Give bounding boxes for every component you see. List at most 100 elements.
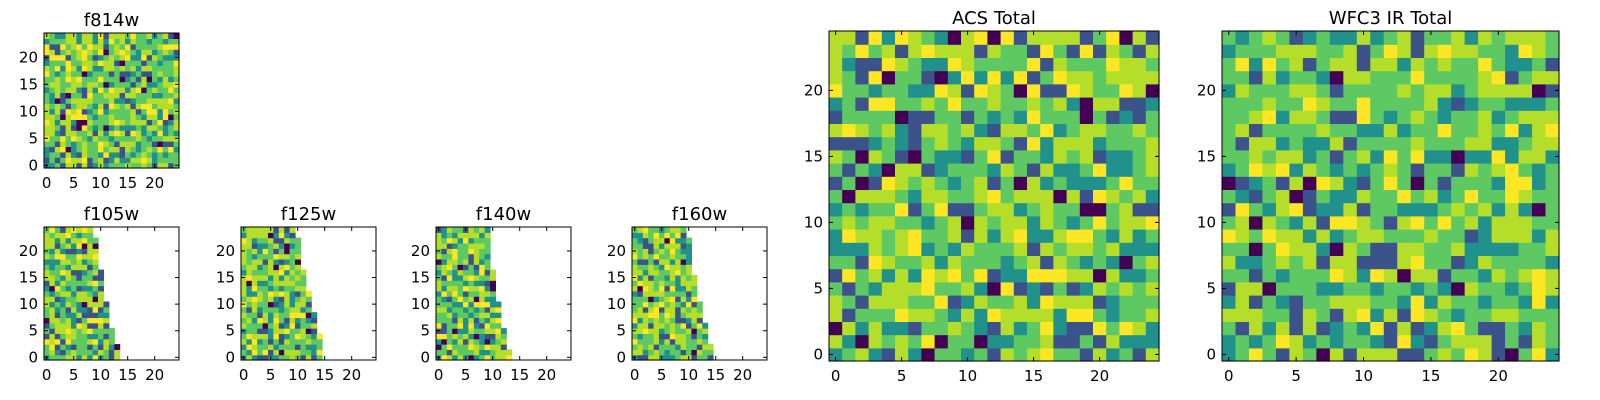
- heatmap-cell: [1027, 202, 1041, 217]
- heatmap-cell: [119, 54, 126, 61]
- heatmap-cell: [1040, 31, 1054, 45]
- heatmap-cell: [653, 354, 660, 361]
- heatmap-cell: [1053, 163, 1068, 177]
- heatmap-cell: [289, 333, 296, 340]
- heatmap-cell: [868, 163, 883, 177]
- heatmap-cell: [141, 130, 148, 137]
- heatmap-cell: [1518, 202, 1533, 217]
- heatmap-cell: [257, 322, 264, 329]
- heatmap-cell: [251, 354, 258, 361]
- heatmap-cell: [284, 301, 291, 308]
- heatmap-cell: [54, 54, 61, 61]
- heatmap-cell: [119, 124, 126, 131]
- heatmap-cell: [130, 76, 137, 83]
- heatmap-cell: [87, 76, 94, 83]
- heatmap-cell: [289, 264, 296, 271]
- heatmap-cell: [1132, 268, 1147, 283]
- heatmap-cell: [895, 268, 909, 283]
- heatmap-cell: [664, 237, 671, 244]
- heatmap-cell: [1106, 268, 1120, 283]
- heatmap-cell: [707, 344, 714, 350]
- heatmap-cell: [664, 280, 671, 287]
- heatmap-cell: [1145, 268, 1160, 283]
- heatmap-cell: [54, 296, 61, 303]
- heatmap-cell: [881, 176, 896, 190]
- heatmap-cell: [71, 54, 77, 61]
- heatmap-cell: [691, 317, 698, 324]
- heatmap-cell: [707, 349, 714, 356]
- heatmap-cell: [987, 123, 1002, 138]
- heatmap-cell: [65, 349, 72, 356]
- heatmap-cell: [1424, 268, 1439, 283]
- heatmap-cell: [1027, 70, 1041, 85]
- heatmap-cell: [103, 328, 110, 334]
- heatmap-cell: [1464, 215, 1479, 230]
- heatmap-cell: [125, 81, 131, 88]
- heatmap-cell: [1066, 44, 1081, 58]
- heatmap-cell: [268, 344, 274, 350]
- y-tick-label: 10: [19, 102, 38, 120]
- heatmap-cell: [987, 321, 1002, 336]
- heatmap-cell: [311, 354, 318, 361]
- heatmap-cell: [141, 108, 148, 115]
- heatmap-cell: [284, 269, 291, 276]
- heatmap-cell: [81, 135, 88, 142]
- panel-title: f140w: [476, 204, 531, 225]
- heatmap-cell: [1289, 215, 1304, 230]
- heatmap-cell: [463, 312, 469, 319]
- heatmap-cell: [146, 151, 153, 158]
- heatmap-cell: [1532, 110, 1547, 124]
- heatmap-cell: [168, 124, 175, 131]
- heatmap-cell: [908, 31, 922, 45]
- heatmap-cell: [1343, 176, 1358, 190]
- heatmap-cell: [895, 321, 909, 336]
- heatmap-cell: [311, 333, 318, 340]
- heatmap-cell: [284, 306, 291, 313]
- heatmap-cell: [157, 49, 164, 56]
- heatmap-cell: [135, 54, 142, 61]
- heatmap-cell: [300, 290, 307, 297]
- heatmap-cell: [135, 76, 142, 83]
- heatmap-cell: [1119, 189, 1134, 204]
- heatmap-cell: [173, 151, 180, 158]
- heatmap-cell: [87, 253, 94, 260]
- heatmap-cell: [1275, 83, 1290, 98]
- heatmap-cell: [484, 338, 491, 345]
- heatmap-cell: [1505, 189, 1520, 204]
- heatmap-cell: [54, 306, 61, 313]
- heatmap-cell: [1275, 281, 1290, 296]
- heatmap-cell: [1053, 123, 1068, 138]
- heatmap-cell: [669, 322, 676, 329]
- heatmap-cell: [1106, 70, 1120, 85]
- heatmap-cell: [60, 151, 67, 158]
- heatmap-cell: [141, 103, 148, 110]
- heatmap-cell: [452, 258, 459, 265]
- heatmap-cell: [65, 108, 72, 115]
- heatmap-cell: [669, 328, 676, 334]
- heatmap-cell: [642, 248, 649, 255]
- heatmap-cell: [1079, 176, 1094, 190]
- heatmap-cell: [479, 253, 486, 260]
- heatmap-cell: [1545, 44, 1560, 58]
- heatmap-cell: [1370, 321, 1385, 336]
- heatmap-cell: [1397, 255, 1412, 270]
- heatmap-cell: [1437, 321, 1452, 336]
- heatmap-cell: [1079, 83, 1094, 98]
- heatmap-cell: [273, 274, 280, 281]
- heatmap-cell: [479, 306, 486, 313]
- heatmap-cell: [1289, 281, 1304, 296]
- heatmap-cell: [44, 76, 50, 83]
- heatmap-cell: [81, 242, 88, 249]
- heatmap-cell: [669, 285, 676, 292]
- heatmap-cell: [1316, 295, 1331, 309]
- heatmap-cell: [468, 264, 475, 271]
- heatmap-cell: [162, 33, 169, 39]
- heatmap-cell: [65, 290, 72, 297]
- heatmap-cell: [65, 146, 72, 153]
- heatmap-cell: [1248, 83, 1264, 98]
- heatmap-cell: [257, 227, 264, 233]
- heatmap-cell: [1478, 215, 1493, 230]
- heatmap-cell: [637, 285, 644, 292]
- heatmap-cell: [71, 65, 77, 72]
- heatmap-cell: [1000, 215, 1015, 230]
